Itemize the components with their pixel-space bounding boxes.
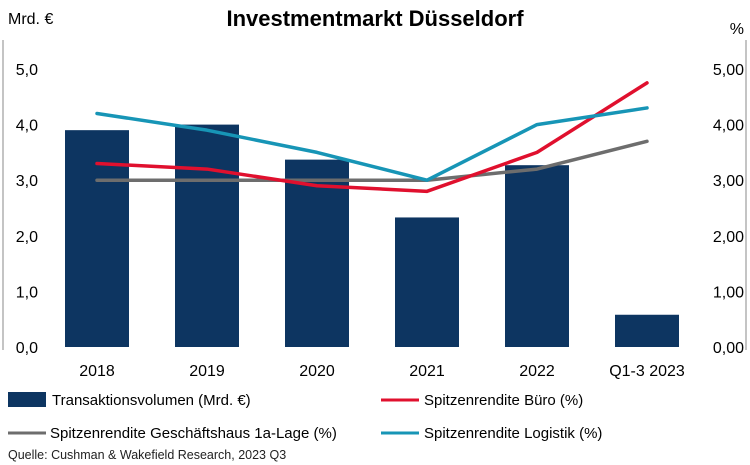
legend-label-logistik: Spitzenrendite Logistik (%) bbox=[424, 425, 602, 442]
x-category-label: 2018 bbox=[79, 363, 115, 380]
y-left-tick-label: 5,0 bbox=[16, 62, 38, 79]
legend-label-geschaeftshaus: Spitzenrendite Geschäftshaus 1a-Lage (%) bbox=[50, 425, 337, 442]
legend-label-buero: Spitzenrendite Büro (%) bbox=[424, 392, 583, 409]
x-category-label: 2021 bbox=[409, 363, 445, 380]
y-right-tick-label: 1,00 bbox=[713, 284, 744, 301]
y-right-axis-title: % bbox=[730, 21, 744, 38]
y-right-tick-label: 4,00 bbox=[713, 118, 744, 135]
y-right-tick-label: 0,00 bbox=[713, 340, 744, 357]
bar-series bbox=[65, 124, 679, 347]
bar-2019 bbox=[175, 124, 239, 347]
source-note: Quelle: Cushman & Wakefield Research, 20… bbox=[8, 448, 286, 462]
x-category-label: 2019 bbox=[189, 363, 225, 380]
category-labels: 2018 2019 2020 2021 2022 Q1-3 2023 bbox=[79, 363, 685, 380]
chart-title: Investmentmarkt Düsseldorf bbox=[226, 6, 524, 31]
y-right-tick-label: 5,00 bbox=[713, 62, 744, 79]
y-left-tick-label: 3,0 bbox=[16, 173, 38, 190]
y-left-tick-label: 4,0 bbox=[16, 118, 38, 135]
line-geschaeftshaus bbox=[95, 139, 649, 182]
bar-q1-3-2023 bbox=[615, 314, 679, 347]
line-buero bbox=[95, 81, 649, 194]
bar-2022 bbox=[505, 165, 569, 347]
bar-2021 bbox=[395, 217, 459, 347]
y-left-tick-label: 2,0 bbox=[16, 229, 38, 246]
y-left-tick-label: 1,0 bbox=[16, 284, 38, 301]
y-left-axis-title: Mrd. € bbox=[8, 11, 53, 28]
y-right-tick-label: 2,00 bbox=[713, 229, 744, 246]
line-logistik bbox=[95, 106, 649, 182]
x-category-label: Q1-3 2023 bbox=[609, 363, 685, 380]
y-left-tick-labels: 0,0 1,0 2,0 3,0 4,0 5,0 bbox=[16, 62, 38, 357]
legend-swatch-bars bbox=[8, 392, 46, 407]
line-series bbox=[95, 81, 649, 194]
bar-2020 bbox=[285, 159, 349, 347]
y-right-tick-labels: 0,00 1,00 2,00 3,00 4,00 5,00 bbox=[713, 62, 744, 357]
x-category-label: 2022 bbox=[519, 363, 555, 380]
legend-label-bars: Transaktionsvolumen (Mrd. €) bbox=[52, 392, 251, 409]
y-left-tick-label: 0,0 bbox=[16, 340, 38, 357]
y-right-tick-label: 3,00 bbox=[713, 173, 744, 190]
x-category-label: 2020 bbox=[299, 363, 335, 380]
